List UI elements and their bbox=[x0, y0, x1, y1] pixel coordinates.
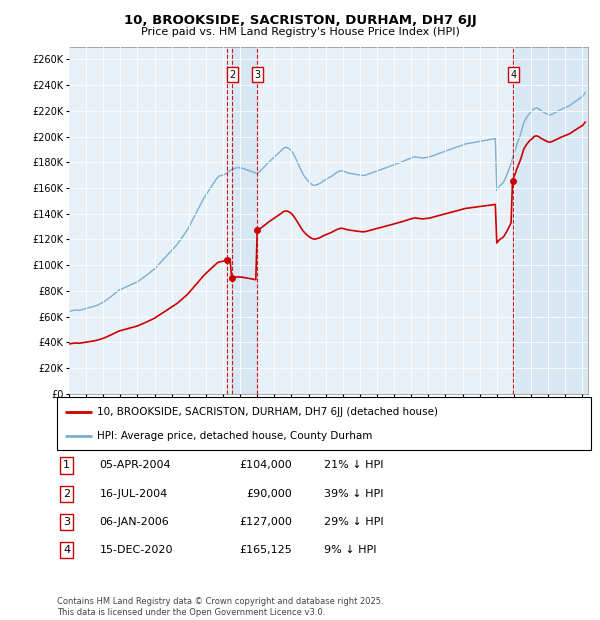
Text: HPI: Average price, detached house, County Durham: HPI: Average price, detached house, Coun… bbox=[97, 432, 373, 441]
Text: £127,000: £127,000 bbox=[239, 517, 292, 527]
Text: 06-JAN-2006: 06-JAN-2006 bbox=[100, 517, 169, 527]
Text: 15-DEC-2020: 15-DEC-2020 bbox=[100, 545, 173, 555]
FancyBboxPatch shape bbox=[57, 397, 591, 450]
Bar bbox=[232, 46, 257, 394]
Text: £104,000: £104,000 bbox=[239, 461, 292, 471]
Text: 4: 4 bbox=[510, 70, 516, 80]
Text: 3: 3 bbox=[254, 70, 260, 80]
Text: 10, BROOKSIDE, SACRISTON, DURHAM, DH7 6JJ: 10, BROOKSIDE, SACRISTON, DURHAM, DH7 6J… bbox=[124, 14, 476, 27]
Text: 39% ↓ HPI: 39% ↓ HPI bbox=[324, 489, 383, 498]
Text: Contains HM Land Registry data © Crown copyright and database right 2025.
This d: Contains HM Land Registry data © Crown c… bbox=[57, 598, 383, 617]
Text: 1: 1 bbox=[63, 461, 70, 471]
Text: 10, BROOKSIDE, SACRISTON, DURHAM, DH7 6JJ (detached house): 10, BROOKSIDE, SACRISTON, DURHAM, DH7 6J… bbox=[97, 407, 438, 417]
Text: 3: 3 bbox=[63, 517, 70, 527]
Text: 16-JUL-2004: 16-JUL-2004 bbox=[100, 489, 168, 498]
Text: 2: 2 bbox=[229, 70, 235, 80]
Text: 9% ↓ HPI: 9% ↓ HPI bbox=[324, 545, 377, 555]
Text: 21% ↓ HPI: 21% ↓ HPI bbox=[324, 461, 383, 471]
Text: £90,000: £90,000 bbox=[246, 489, 292, 498]
Text: 4: 4 bbox=[63, 545, 70, 555]
Text: Price paid vs. HM Land Registry's House Price Index (HPI): Price paid vs. HM Land Registry's House … bbox=[140, 27, 460, 37]
Text: 05-APR-2004: 05-APR-2004 bbox=[100, 461, 172, 471]
Text: £165,125: £165,125 bbox=[239, 545, 292, 555]
Bar bbox=[513, 46, 588, 394]
Text: 29% ↓ HPI: 29% ↓ HPI bbox=[324, 517, 383, 527]
Text: 2: 2 bbox=[63, 489, 70, 498]
